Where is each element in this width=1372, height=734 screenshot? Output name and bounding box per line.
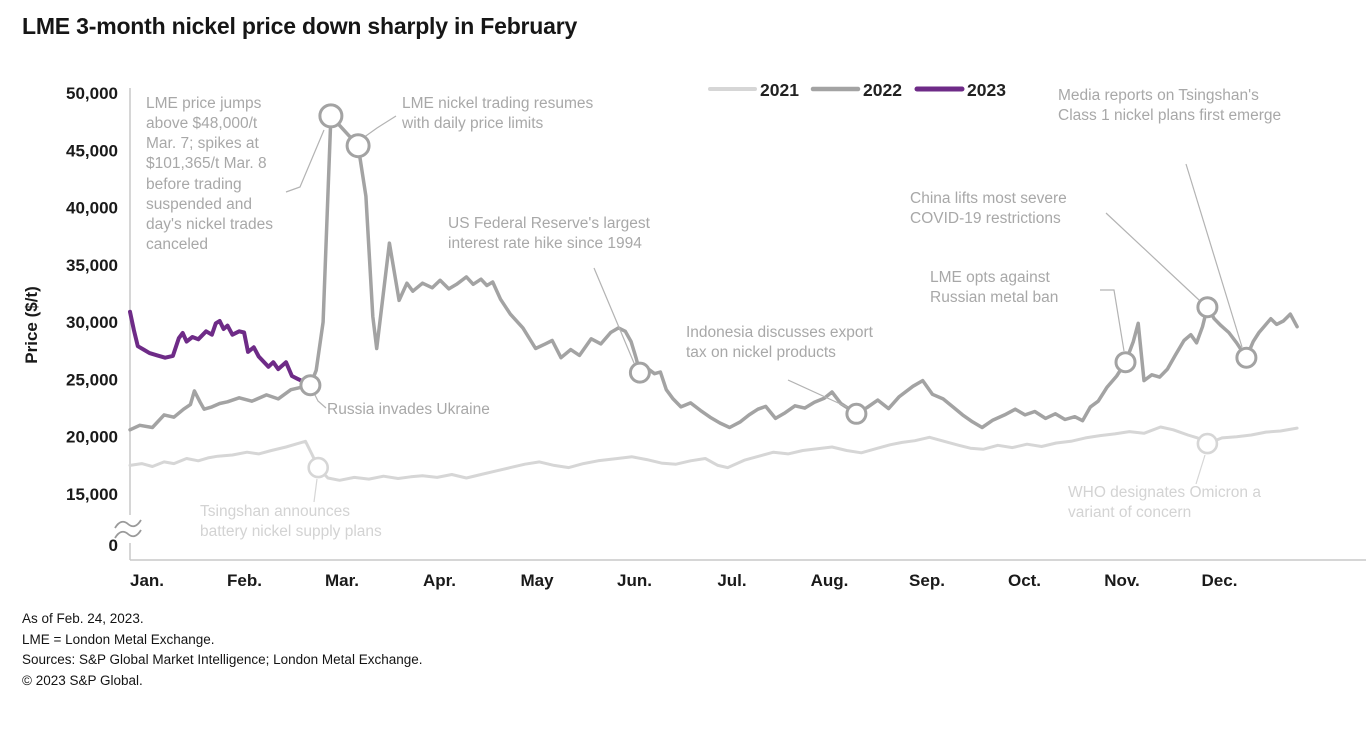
y-tick-label: 50,000 [66, 84, 118, 103]
event-marker-russia [299, 374, 322, 397]
footnote-copyright: © 2023 S&P Global. [22, 672, 143, 688]
event-marker-china [1196, 296, 1219, 319]
x-tick-label: Apr. [423, 571, 456, 590]
chart-title: LME 3-month nickel price down sharply in… [22, 13, 578, 39]
leader-line-lme-ban [1100, 289, 1125, 352]
axis-break-icon [114, 519, 142, 539]
event-marker-fed [628, 361, 651, 384]
y-tick-label: 0 [109, 536, 118, 555]
event-marker-jumps [318, 103, 344, 129]
legend-label-2022: 2022 [863, 80, 902, 100]
leader-line-media [1185, 163, 1243, 348]
y-tick-label: 15,000 [66, 485, 118, 504]
annotation-fed-rate-hike: US Federal Reserve's largest interest ra… [448, 215, 650, 253]
event-marker-who [1196, 432, 1219, 455]
y-tick-label: 20,000 [66, 428, 118, 447]
x-tick-label: Mar. [325, 571, 359, 590]
event-marker-media [1235, 346, 1258, 369]
footnote-sources: Sources: S&P Global Market Intelligence;… [22, 652, 423, 668]
x-tick-label: Sep. [909, 571, 945, 590]
x-tick-label: May [520, 571, 554, 590]
footnote-lme-definition: LME = London Metal Exchange. [22, 631, 215, 647]
series-line-2021 [128, 425, 1299, 482]
event-marker-tsingshan [307, 456, 330, 479]
annotation-lme-russian-metal-ban: LME opts against Russian metal ban [930, 269, 1059, 307]
annotation-china-covid: China lifts most severe COVID-19 restric… [910, 190, 1067, 228]
y-axis-title: Price ($/t) [22, 286, 41, 363]
leader-line-tsingshan [313, 478, 318, 503]
y-tick-label: 35,000 [66, 256, 118, 275]
leader-line-china [1105, 212, 1200, 301]
x-tick-label: Aug. [811, 571, 849, 590]
leader-line-russia [313, 392, 327, 409]
x-tick-label: Oct. [1008, 571, 1041, 590]
y-tick-label: 40,000 [66, 199, 118, 218]
annotation-trading-resumes: LME nickel trading resumes with daily pr… [402, 95, 594, 133]
annotation-tsingshan-class1: Media reports on Tsingshan's Class 1 nic… [1058, 87, 1282, 125]
legend-label-2023: 2023 [967, 80, 1006, 100]
leader-line-indonesia [787, 379, 848, 408]
annotation-indonesia-export-tax: Indonesia discusses export tax on nickel… [686, 324, 873, 362]
x-tick-label: Jul. [717, 571, 746, 590]
x-tick-label: Jan. [130, 571, 164, 590]
annotation-lme-price-jumps: LME price jumps above $48,000/t Mar. 7; … [146, 95, 274, 253]
x-tick-label: Nov. [1104, 571, 1140, 590]
leader-line-resumes [362, 115, 397, 139]
chart-footnotes: As of Feb. 24, 2023. LME = London Metal … [22, 609, 423, 691]
leader-line-jumps [285, 129, 325, 193]
price-chart: 50,000 45,000 40,000 35,000 30,000 25,000 20,0… [22, 80, 1366, 590]
x-tick-label: Feb. [227, 571, 262, 590]
legend-label-2021: 2021 [760, 80, 799, 100]
x-tick-label: Jun. [617, 571, 652, 590]
annotation-russia-invades: Russia invades Ukraine [327, 401, 490, 418]
leader-line-who [1195, 454, 1206, 485]
axis-lines [129, 88, 1366, 561]
annotation-who-omicron: WHO designates Omicron a variant of conc… [1068, 484, 1261, 522]
event-marker-indonesia [845, 402, 868, 425]
y-tick-label: 30,000 [66, 313, 118, 332]
series-line-2023 [128, 309, 310, 386]
footnote-as-of: As of Feb. 24, 2023. [22, 611, 144, 626]
annotation-tsingshan-battery: Tsingshan announces battery nickel suppl… [200, 503, 382, 541]
leader-line-fed [593, 267, 635, 364]
y-tick-label: 25,000 [66, 370, 118, 389]
event-marker-resumes [345, 133, 371, 159]
event-marker-lme-ban [1114, 351, 1137, 374]
series-line-2022 [128, 114, 1299, 432]
y-tick-label: 45,000 [66, 141, 118, 160]
x-tick-label: Dec. [1202, 571, 1238, 590]
